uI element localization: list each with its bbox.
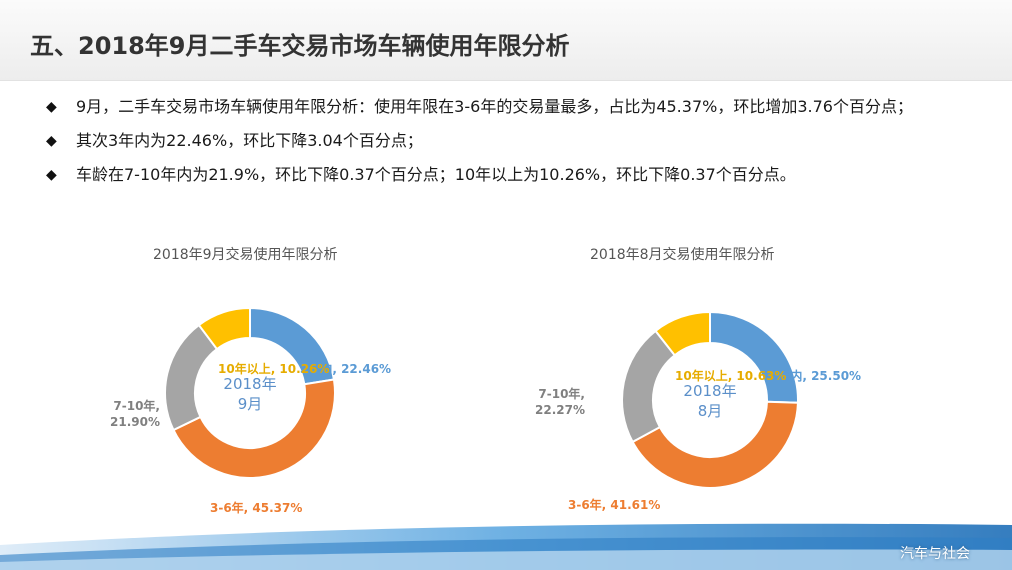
bullet-text: 车龄在7-10年内为21.9%，环比下降0.37个百分点；10年以上为10.26…: [76, 165, 796, 184]
diamond-icon: ◆: [46, 167, 57, 183]
slice-label: 3年内, 25.50%: [770, 368, 861, 383]
chart-title-september: 2018年9月交易使用年限分析: [153, 247, 338, 263]
slice-label: 3-6年, 45.37%: [210, 500, 302, 515]
slice-3-6-years: [631, 400, 799, 489]
bullet-list: ◆ 9月，二手车交易市场车辆使用年限分析：使用年限在3-6年的交易量最多，占比为…: [46, 94, 986, 196]
diamond-icon: ◆: [46, 133, 57, 149]
title-bar: 五、2018年9月二手车交易市场车辆使用年限分析: [0, 0, 1012, 81]
bullet-item: ◆ 9月，二手车交易市场车辆使用年限分析：使用年限在3-6年的交易量最多，占比为…: [46, 94, 986, 120]
slice-3-6-years: [172, 378, 336, 479]
bullet-item: ◆ 车龄在7-10年内为21.9%，环比下降0.37个百分点；10年以上为10.…: [46, 162, 986, 188]
donut-chart-august: 2018年 8月 3年内, 25.50% 3-6年, 41.61% 7-10年, 22.2…: [535, 310, 861, 512]
slice-label: 3-6年, 41.61%: [568, 497, 660, 512]
slice-label: 7-10年, 22.27%: [535, 386, 585, 417]
slice-label: 3年内, 22.46%: [300, 361, 391, 376]
slice-label: 10年以上, 10.63%: [675, 368, 786, 383]
center-label-line: 2018年: [683, 382, 736, 400]
slice-over-10-years: [197, 306, 251, 351]
decorative-wave: [0, 523, 1012, 570]
center-label-line: 9月: [238, 395, 263, 413]
slice-over-10-years: [654, 310, 711, 357]
donut-chart-september: 2018年 9月 3年内, 22.46% 3-6年, 45.37% 7-10年, 21.9…: [110, 306, 391, 515]
slice-label: 10年以上, 10.26%: [218, 361, 329, 376]
slice-7-10-years: [164, 323, 219, 432]
chart-title-august: 2018年8月交易使用年限分析: [590, 247, 775, 263]
bullet-text: 9月，二手车交易市场车辆使用年限分析：使用年限在3-6年的交易量最多，占比为45…: [76, 97, 913, 116]
page-title: 五、2018年9月二手车交易市场车辆使用年限分析: [30, 32, 570, 60]
center-label-line: 8月: [698, 402, 723, 420]
diamond-icon: ◆: [46, 99, 57, 115]
bullet-text: 其次3年内为22.46%，环比下降3.04个百分点；: [76, 131, 423, 150]
bullet-item: ◆ 其次3年内为22.46%，环比下降3.04个百分点；: [46, 128, 986, 154]
watermark: 汽车与社会: [900, 546, 970, 562]
slice-label: 7-10年, 21.90%: [110, 398, 160, 429]
slice-7-10-years: [621, 329, 677, 444]
center-label-line: 2018年: [223, 375, 276, 393]
